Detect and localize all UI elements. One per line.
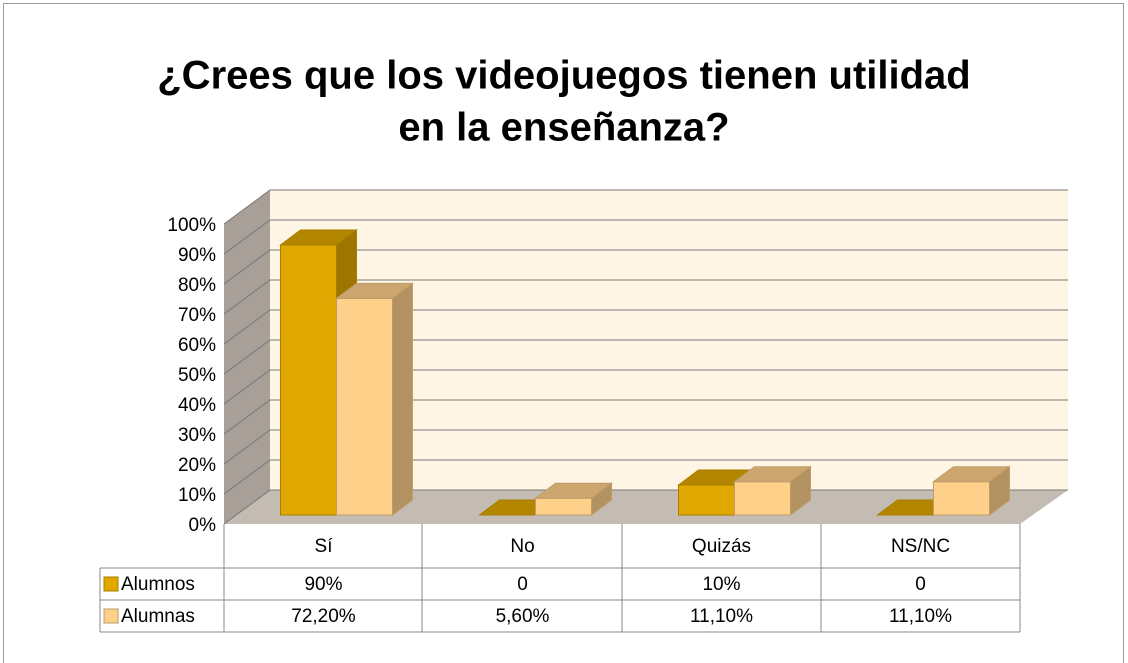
grid-line — [223, 429, 1068, 465]
bar-top — [534, 482, 613, 499]
grid-line — [223, 279, 1068, 315]
legend-label: Alumnas — [121, 606, 195, 627]
floor — [224, 490, 1068, 524]
grid-line — [223, 219, 1068, 255]
y-tick-label: 80% — [178, 275, 216, 296]
x-tick-label: Sí — [315, 536, 334, 557]
grid-line — [223, 369, 1068, 405]
y-tick-label: 60% — [178, 335, 216, 356]
y-tick-label: 20% — [178, 455, 216, 476]
table-value: 0 — [517, 574, 528, 595]
bar-front — [336, 297, 393, 516]
bar-top — [733, 466, 812, 483]
y-tick-label: 40% — [178, 395, 216, 416]
grid-line — [223, 309, 1068, 345]
legend-key — [103, 608, 119, 624]
grid-line — [223, 339, 1068, 375]
table-value: 5,60% — [496, 606, 550, 627]
chart-title: en la enseñanza? — [398, 106, 729, 150]
table-value: 11,10% — [690, 606, 753, 627]
table-value: 10% — [702, 574, 740, 595]
y-tick-label: 70% — [178, 305, 216, 326]
x-tick-label: NS/NC — [891, 536, 950, 557]
x-tick-label: Quizás — [692, 536, 751, 557]
chart-title: ¿Crees que los videojuegos tienen utilid… — [157, 54, 970, 98]
legend-label: Alumnos — [121, 574, 195, 595]
table-value: 0 — [915, 574, 926, 595]
table-value: 72,20% — [291, 606, 356, 627]
bar-top — [335, 282, 414, 299]
y-tick-label: 90% — [178, 245, 216, 266]
bar-front — [933, 481, 990, 516]
bar-top — [279, 229, 358, 246]
y-tick-label: 10% — [178, 485, 216, 506]
y-tick-label: 50% — [178, 365, 216, 386]
grid-line — [223, 189, 1068, 225]
grid-line — [223, 249, 1068, 285]
y-tick-label: 30% — [178, 425, 216, 446]
bar-front — [535, 497, 592, 516]
y-tick-label: 0% — [189, 515, 217, 536]
table-value: 11,10% — [889, 606, 952, 627]
bar-front — [280, 244, 337, 516]
x-tick-label: No — [510, 536, 534, 557]
y-tick-label: 100% — [167, 215, 216, 236]
legend-key — [103, 576, 119, 592]
bar-side — [392, 282, 413, 516]
bar-top — [932, 466, 1011, 483]
bar-front — [734, 481, 791, 516]
bar-front — [678, 484, 735, 516]
grid-line — [223, 399, 1068, 435]
table-value: 90% — [304, 574, 342, 595]
data-table — [99, 524, 1021, 633]
grid-line — [223, 459, 1068, 495]
